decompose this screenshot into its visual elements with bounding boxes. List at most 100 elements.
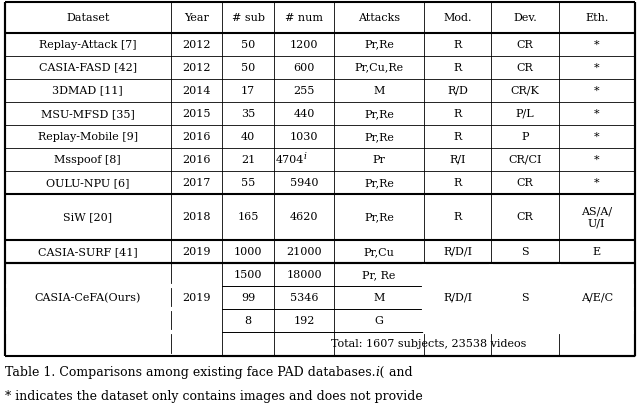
Text: 2016: 2016 — [182, 132, 211, 142]
Text: 55: 55 — [241, 178, 255, 188]
Text: 2018: 2018 — [182, 212, 211, 222]
Text: 2014: 2014 — [182, 86, 211, 96]
Text: R: R — [453, 212, 461, 222]
Text: 99: 99 — [241, 293, 255, 303]
Text: *: * — [594, 109, 600, 119]
Text: 2016: 2016 — [182, 155, 211, 165]
Text: CASIA-CeFA(Ours): CASIA-CeFA(Ours) — [35, 293, 141, 303]
Text: CR: CR — [516, 212, 533, 222]
Text: 1000: 1000 — [234, 247, 262, 257]
Text: 255: 255 — [293, 86, 315, 96]
Text: 5940: 5940 — [290, 178, 318, 188]
Text: 192: 192 — [293, 316, 315, 326]
Text: 17: 17 — [241, 86, 255, 96]
Text: i: i — [304, 152, 307, 161]
Text: Mod.: Mod. — [444, 13, 472, 23]
Text: G: G — [374, 316, 383, 326]
Text: A/E/C: A/E/C — [580, 293, 613, 303]
Text: 2019: 2019 — [182, 247, 211, 257]
Text: # sub: # sub — [232, 13, 265, 23]
Text: P/L: P/L — [516, 109, 534, 119]
Text: CR: CR — [516, 63, 533, 73]
Text: P: P — [521, 132, 529, 142]
Text: R: R — [453, 178, 461, 188]
Text: 2017: 2017 — [182, 178, 211, 188]
Text: 4620: 4620 — [290, 212, 318, 222]
Text: 40: 40 — [241, 132, 255, 142]
Text: 8: 8 — [244, 316, 252, 326]
Text: i: i — [375, 366, 379, 379]
Text: 5346: 5346 — [290, 293, 318, 303]
Text: R: R — [453, 132, 461, 142]
Text: R: R — [453, 109, 461, 119]
Text: R: R — [453, 63, 461, 73]
Text: Msspoof [8]: Msspoof [8] — [54, 155, 121, 165]
Text: CASIA-FASD [42]: CASIA-FASD [42] — [39, 63, 137, 73]
Text: 50: 50 — [241, 63, 255, 73]
Text: 2012: 2012 — [182, 39, 211, 50]
Text: *: * — [594, 86, 600, 96]
Text: 440: 440 — [293, 109, 315, 119]
Text: SiW [20]: SiW [20] — [63, 212, 113, 222]
Text: 4704: 4704 — [276, 155, 304, 165]
Text: CR/K: CR/K — [511, 86, 540, 96]
Text: Pr,Cu,Re: Pr,Cu,Re — [355, 63, 403, 73]
Text: M: M — [373, 293, 385, 303]
Text: 2019: 2019 — [182, 293, 211, 303]
Text: AS/A/
U/I: AS/A/ U/I — [581, 207, 612, 228]
Text: 1030: 1030 — [290, 132, 318, 142]
Text: * indicates the dataset only contains images and does not provide: * indicates the dataset only contains im… — [5, 390, 423, 404]
Text: 1500: 1500 — [234, 270, 262, 280]
Text: M: M — [373, 86, 385, 96]
Text: R/I: R/I — [449, 155, 466, 165]
Text: Year: Year — [184, 13, 209, 23]
Text: Pr, Re: Pr, Re — [362, 270, 396, 280]
Text: 165: 165 — [237, 212, 259, 222]
Text: R/D/I: R/D/I — [443, 247, 472, 257]
Text: *: * — [594, 155, 600, 165]
Text: CR: CR — [516, 178, 533, 188]
Text: 35: 35 — [241, 109, 255, 119]
Text: S: S — [521, 293, 529, 303]
Text: # num: # num — [285, 13, 323, 23]
Text: CR/CI: CR/CI — [508, 155, 541, 165]
Text: R/D: R/D — [447, 86, 468, 96]
Text: 50: 50 — [241, 39, 255, 50]
Text: *: * — [594, 63, 600, 73]
Text: OULU-NPU [6]: OULU-NPU [6] — [46, 178, 129, 188]
Text: 1200: 1200 — [290, 39, 318, 50]
Text: Dev.: Dev. — [513, 13, 537, 23]
Text: 21: 21 — [241, 155, 255, 165]
Text: S: S — [521, 247, 529, 257]
Text: Pr,Re: Pr,Re — [364, 178, 394, 188]
Text: R: R — [453, 39, 461, 50]
Text: 3DMAD [11]: 3DMAD [11] — [52, 86, 124, 96]
Text: Dataset: Dataset — [66, 13, 109, 23]
Text: R/D/I: R/D/I — [443, 293, 472, 303]
Text: *: * — [594, 178, 600, 188]
Text: Pr,Re: Pr,Re — [364, 212, 394, 222]
Text: *: * — [594, 132, 600, 142]
Text: Eth.: Eth. — [585, 13, 609, 23]
Text: CR: CR — [516, 39, 533, 50]
Text: 600: 600 — [293, 63, 315, 73]
Text: Total: 1607 subjects, 23538 videos: Total: 1607 subjects, 23538 videos — [331, 339, 526, 349]
Text: *: * — [594, 39, 600, 50]
Text: CASIA-SURF [41]: CASIA-SURF [41] — [38, 247, 138, 257]
Text: 2012: 2012 — [182, 63, 211, 73]
Text: and: and — [385, 366, 412, 379]
Text: MSU-MFSD [35]: MSU-MFSD [35] — [41, 109, 135, 119]
Text: Replay-Attack [7]: Replay-Attack [7] — [39, 39, 137, 50]
Text: Table 1. Comparisons among existing face PAD databases. (: Table 1. Comparisons among existing face… — [5, 366, 385, 379]
Text: 18000: 18000 — [286, 270, 322, 280]
Text: Pr: Pr — [372, 155, 385, 165]
Text: Pr,Cu: Pr,Cu — [364, 247, 394, 257]
Text: Pr,Re: Pr,Re — [364, 39, 394, 50]
Text: 21000: 21000 — [286, 247, 322, 257]
Text: 2015: 2015 — [182, 109, 211, 119]
Text: Replay-Mobile [9]: Replay-Mobile [9] — [38, 132, 138, 142]
Text: Pr,Re: Pr,Re — [364, 132, 394, 142]
Text: Attacks: Attacks — [358, 13, 400, 23]
Text: E: E — [593, 247, 601, 257]
Text: Pr,Re: Pr,Re — [364, 109, 394, 119]
